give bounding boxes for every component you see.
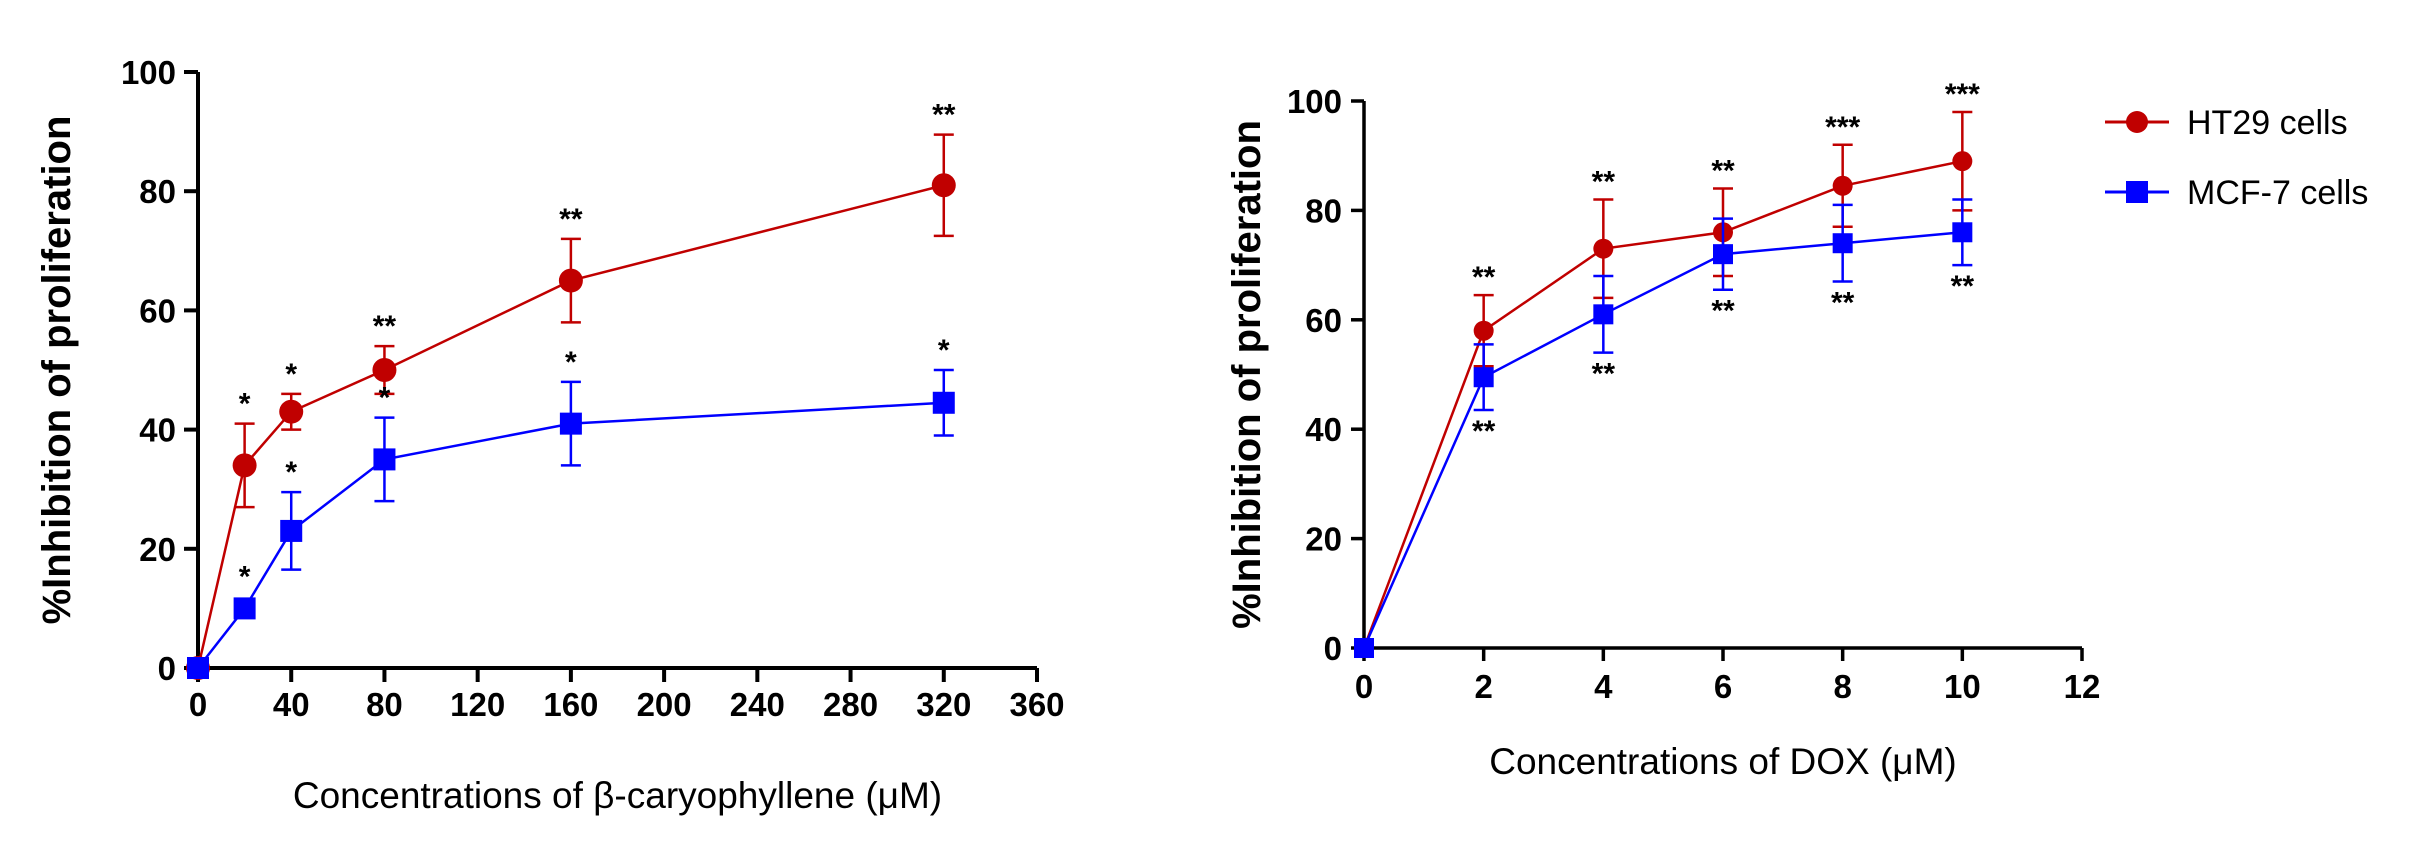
legend-label: HT29 cells <box>2187 104 2348 142</box>
y-tick-label: 60 <box>139 292 176 329</box>
x-tick-label: 320 <box>916 686 971 723</box>
series-line-mcf-7-cells <box>1362 231 1963 649</box>
x-tick-label: 0 <box>1355 668 1373 705</box>
data-point-ht29-cells <box>1952 151 1973 172</box>
data-point-mcf-7-cells <box>373 448 396 471</box>
significance-label: * <box>379 382 391 415</box>
x-tick-label: 8 <box>1833 668 1851 705</box>
x-tick-label: 80 <box>366 686 403 723</box>
data-point-ht29-cells <box>1832 175 1853 196</box>
significance-label: ** <box>1831 286 1855 319</box>
data-point-mcf-7-cells <box>1832 233 1853 254</box>
y-tick-label: 40 <box>139 412 176 449</box>
significance-label: ** <box>1711 295 1735 328</box>
legend-label: MCF-7 cells <box>2187 174 2368 212</box>
significance-label: ** <box>1592 165 1616 198</box>
x-tick-label: 120 <box>450 686 505 723</box>
y-tick-label: 20 <box>1305 521 1342 558</box>
x-tick-label: 12 <box>2064 668 2101 705</box>
y-tick-label: 40 <box>1305 411 1342 448</box>
chart-beta-caryophyllene: 0 20 40 60 80 100 0 40 80 120 160 200 240 280 320 360 %I… <box>35 54 1065 816</box>
data-point-mcf-7-cells <box>1354 638 1374 658</box>
series-line-ht29-cells <box>1362 159 1963 649</box>
data-point-ht29-cells <box>232 453 257 478</box>
significance-label: *** <box>1825 111 1860 144</box>
significance-label: * <box>285 456 297 489</box>
significance-label: * <box>239 388 251 421</box>
x-tick-label: 40 <box>273 686 310 723</box>
x-tick-label: 6 <box>1714 668 1732 705</box>
x-tick-label: 160 <box>543 686 598 723</box>
significance-label: ** <box>932 99 956 132</box>
data-point-mcf-7-cells <box>559 412 582 435</box>
significance-label: * <box>938 334 950 367</box>
data-point-mcf-7-cells <box>932 391 955 414</box>
significance-label: * <box>285 358 297 391</box>
data-point-mcf-7-cells <box>233 597 256 620</box>
data-point-ht29-cells <box>1473 320 1494 341</box>
significance-label: * <box>239 560 251 593</box>
series-line-ht29-cells <box>196 184 945 669</box>
x-tick-label: 2 <box>1474 668 1492 705</box>
y-axis-title: %Inhibition of proliferation <box>1225 120 1269 629</box>
significance-label: ** <box>1711 155 1735 188</box>
x-tick-label: 280 <box>823 686 878 723</box>
x-tick-label: 360 <box>1009 686 1064 723</box>
significance-label: ** <box>1472 261 1496 294</box>
y-tick-label: 60 <box>1305 302 1342 339</box>
y-tick-label: 80 <box>1305 192 1342 229</box>
data-point-ht29-cells <box>931 173 956 198</box>
significance-label: *** <box>1945 78 1980 111</box>
significance-label: ** <box>373 310 397 343</box>
x-tick-label: 240 <box>730 686 785 723</box>
legend-marker <box>2126 181 2148 203</box>
y-tick-label: 80 <box>139 173 176 210</box>
data-point-mcf-7-cells <box>1713 244 1733 265</box>
legend-marker <box>2126 111 2148 133</box>
data-point-ht29-cells <box>558 268 583 293</box>
x-axis-title: Concentrations of β-caryophyllene (μM) <box>293 775 942 816</box>
significance-label: * <box>565 346 577 379</box>
data-point-ht29-cells <box>279 399 304 424</box>
y-axis-title: %Inhibition of proliferation <box>35 116 79 625</box>
significance-label: ** <box>1472 415 1496 448</box>
y-tick-label: 0 <box>1324 630 1342 667</box>
y-tick-label: 100 <box>1287 83 1342 120</box>
y-tick-label: 100 <box>121 54 176 91</box>
y-tick-label: 20 <box>139 531 176 568</box>
x-tick-label: 10 <box>1944 668 1981 705</box>
data-point-ht29-cells <box>1593 238 1614 259</box>
data-point-mcf-7-cells <box>280 519 303 542</box>
x-tick-label: 4 <box>1594 668 1613 705</box>
data-point-ht29-cells <box>372 358 397 382</box>
significance-label: ** <box>1951 270 1975 303</box>
significance-label: ** <box>1592 358 1616 391</box>
chart-dox: 0 20 40 60 80 100 0 2 4 6 8 10 12 %Inhibition of prol… <box>1225 78 2368 782</box>
data-point-mcf-7-cells <box>1473 367 1494 388</box>
x-tick-label: 0 <box>189 686 207 723</box>
data-point-mcf-7-cells <box>187 657 209 679</box>
data-point-mcf-7-cells <box>1952 222 1973 243</box>
significance-label: ** <box>559 203 583 236</box>
y-tick-label: 0 <box>158 650 176 687</box>
x-tick-label: 200 <box>637 686 692 723</box>
data-point-mcf-7-cells <box>1593 304 1614 325</box>
x-axis-title: Concentrations of DOX (μM) <box>1489 741 1957 782</box>
